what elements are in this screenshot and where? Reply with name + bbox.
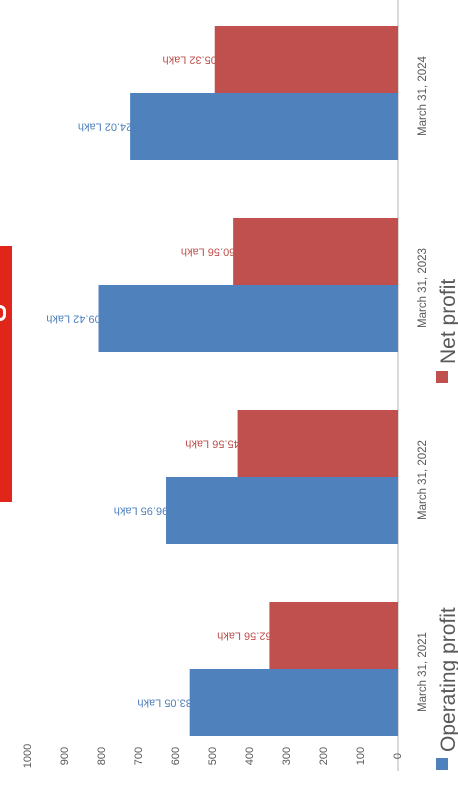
bar — [233, 218, 398, 285]
legend: Operating profit Net profit — [436, 279, 458, 770]
side-tab[interactable] — [0, 246, 12, 502]
category-label: March 31, 2021 — [417, 632, 429, 712]
bar — [189, 669, 398, 736]
value-tick-label: 500 — [207, 747, 219, 765]
bar — [269, 602, 398, 669]
bar — [130, 93, 398, 160]
value-tick-label: 800 — [96, 747, 108, 765]
value-tick-label: 200 — [318, 747, 330, 765]
data-label: 633.05 Lakh — [137, 697, 198, 709]
value-tick-label: 400 — [244, 747, 256, 765]
legend-swatch — [436, 371, 448, 383]
category-label: March 31, 2023 — [417, 248, 429, 328]
value-tick-label: 600 — [170, 747, 182, 765]
value-tick-label: 1000 — [22, 744, 34, 768]
legend-swatch — [436, 758, 448, 770]
data-label: 445.56 Lakh — [185, 438, 246, 450]
bar — [166, 477, 398, 544]
data-label: 824.02 Lakh — [78, 121, 139, 133]
bar — [98, 285, 399, 352]
value-tick-label: 0 — [392, 753, 404, 759]
value-tick-label: 100 — [355, 747, 367, 765]
value-tick-label: 900 — [59, 747, 71, 765]
value-tick-label: 700 — [133, 747, 145, 765]
category-label: March 31, 2024 — [417, 55, 429, 136]
bar-layer — [98, 26, 399, 736]
bar — [237, 410, 398, 477]
data-label-layer: 633.05 Lakh 696.95 Lakh 909.42 Lakh 824.02 … — [46, 54, 277, 709]
data-label: 505.32 Lakh — [162, 54, 223, 66]
data-label: 362.56 Lakh — [217, 630, 278, 642]
data-label: 460.56 Lakh — [181, 246, 242, 258]
value-tick-label: 300 — [281, 747, 293, 765]
data-label: 909.42 Lakh — [46, 313, 107, 325]
bar — [214, 26, 398, 93]
legend-label: Net profit — [437, 279, 458, 364]
legend-label: Operating profit — [437, 607, 458, 752]
data-label: 696.95 Lakh — [114, 505, 175, 517]
side-tab-icon — [0, 305, 6, 321]
category-label: March 31, 2022 — [417, 440, 429, 520]
axis-layer: 0 100 200 300 400 500 600 700 800 900 1000 March 31… — [22, 0, 429, 771]
